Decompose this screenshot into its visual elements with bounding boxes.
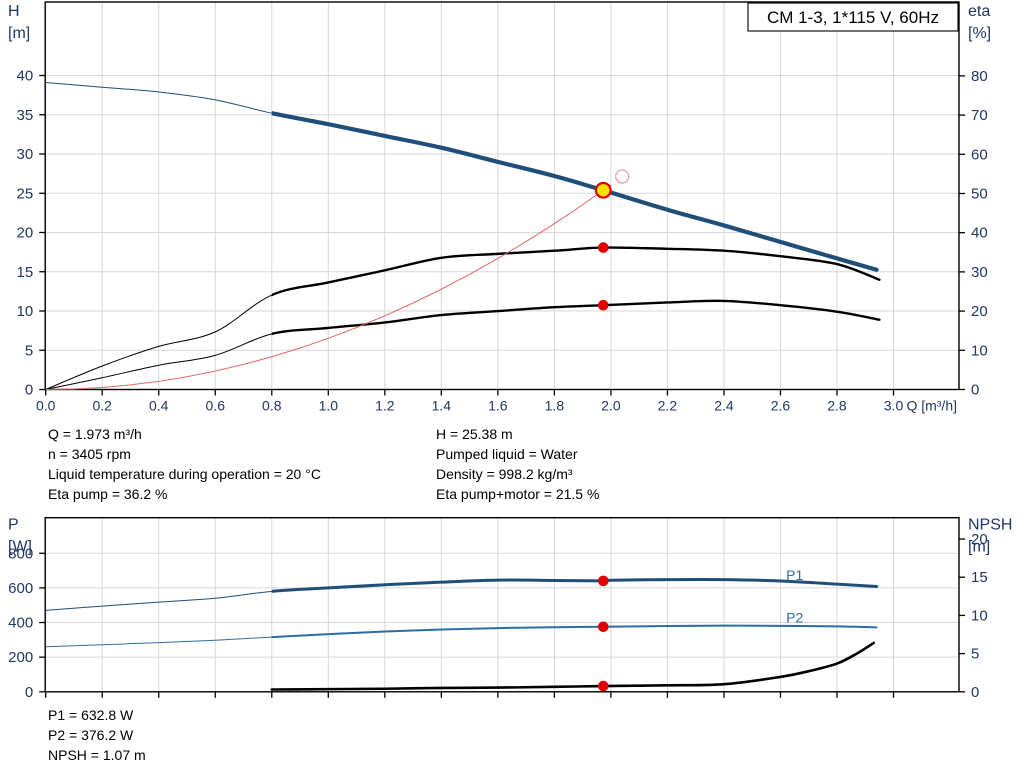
svg-text:60: 60 [971,146,988,163]
svg-text:H: H [8,3,20,20]
svg-text:[m]: [m] [968,539,990,556]
svg-text:15: 15 [17,264,34,281]
svg-text:10: 10 [17,303,34,320]
svg-text:200: 200 [8,649,33,666]
svg-text:80: 80 [971,68,988,85]
svg-text:P: P [8,517,19,534]
svg-text:1.2: 1.2 [375,398,395,414]
svg-text:[W]: [W] [8,539,32,556]
svg-text:0.2: 0.2 [92,398,112,414]
svg-text:15: 15 [971,569,988,586]
svg-text:0: 0 [25,684,33,701]
svg-text:P2: P2 [786,610,803,626]
svg-text:2.4: 2.4 [714,398,734,414]
svg-text:40: 40 [17,68,34,85]
svg-text:5: 5 [971,646,979,663]
svg-text:eta: eta [968,3,990,20]
svg-text:0.4: 0.4 [149,398,169,414]
svg-text:[m]: [m] [8,25,30,42]
svg-text:0: 0 [971,382,979,399]
svg-text:0.6: 0.6 [206,398,226,414]
svg-text:50: 50 [971,186,988,203]
svg-text:30: 30 [17,146,34,163]
svg-text:1.6: 1.6 [488,398,508,414]
svg-text:400: 400 [8,615,33,632]
svg-text:1.0: 1.0 [319,398,339,414]
svg-text:[%]: [%] [968,25,991,42]
svg-text:40: 40 [971,225,988,242]
svg-text:20: 20 [971,303,988,320]
svg-text:10: 10 [971,342,988,359]
svg-text:0.0: 0.0 [36,398,56,414]
svg-text:1.4: 1.4 [432,398,452,414]
svg-text:3.0: 3.0 [884,398,904,414]
svg-text:30: 30 [971,264,988,281]
svg-text:35: 35 [17,107,34,124]
svg-text:2.0: 2.0 [601,398,621,414]
svg-text:0: 0 [971,684,979,701]
svg-text:1.8: 1.8 [545,398,565,414]
svg-text:5: 5 [25,342,33,359]
svg-text:600: 600 [8,580,33,597]
svg-text:2.8: 2.8 [827,398,847,414]
svg-text:CM 1-3, 1*115 V, 60Hz: CM 1-3, 1*115 V, 60Hz [767,8,939,27]
svg-text:0: 0 [25,382,33,399]
svg-text:25: 25 [17,185,34,202]
svg-text:2.2: 2.2 [658,398,678,414]
svg-text:0.8: 0.8 [262,398,282,414]
svg-text:NPSH: NPSH [968,517,1012,534]
svg-text:Q [m³/h]: Q [m³/h] [906,398,957,414]
svg-text:20: 20 [17,225,34,242]
svg-text:2.6: 2.6 [771,398,791,414]
svg-text:70: 70 [971,107,988,124]
svg-text:P1: P1 [786,567,803,583]
svg-text:10: 10 [971,607,988,624]
